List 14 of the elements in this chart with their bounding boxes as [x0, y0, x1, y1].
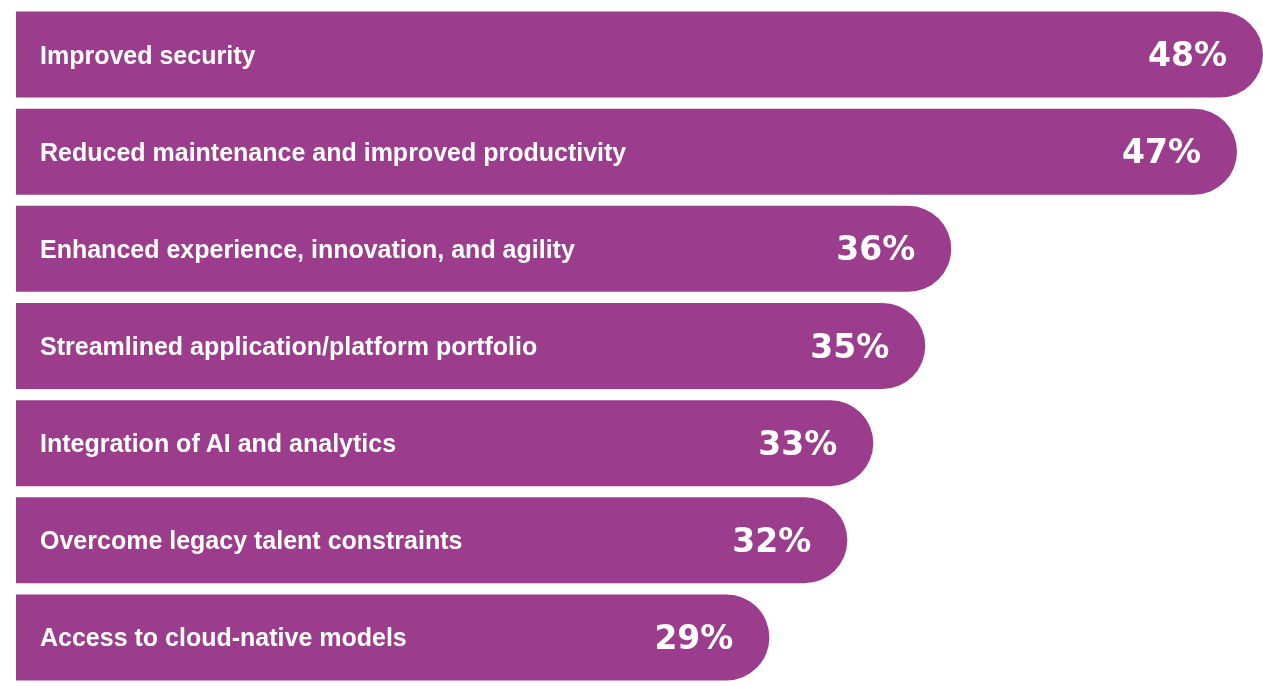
- y-tick-label: Enhanced experience, innovation, and agility: [40, 234, 575, 263]
- data-label: 29%: [654, 617, 734, 657]
- y-tick-label: Integration of AI and analytics: [40, 429, 397, 458]
- y-tick-label: Reduced maintenance and improved productivity: [40, 137, 627, 166]
- data-label: 33%: [758, 423, 838, 463]
- data-label: 32%: [732, 520, 812, 560]
- data-label: 36%: [836, 229, 916, 269]
- data-label: 48%: [1148, 35, 1227, 75]
- data-label: 47%: [1122, 132, 1202, 172]
- y-tick-label: Streamlined application/platform portfolio: [40, 332, 538, 360]
- y-tick-label: Improved security: [40, 40, 256, 69]
- data-label: 35%: [810, 326, 890, 366]
- y-tick-label: Access to cloud-native models: [40, 623, 407, 652]
- y-tick-label: Overcome legacy talent constraints: [40, 526, 463, 555]
